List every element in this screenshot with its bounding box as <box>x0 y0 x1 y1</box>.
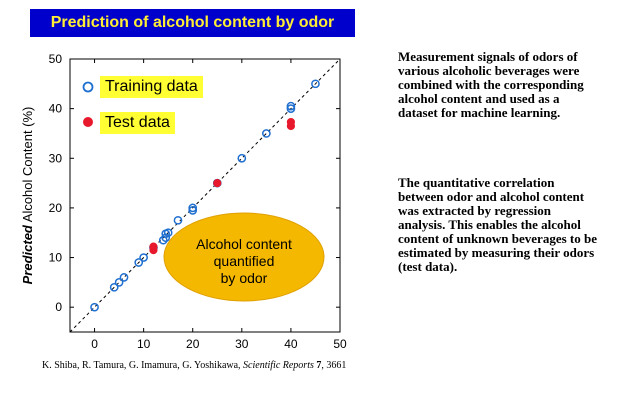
y-axis-label: Predicted Alcohol Content (%) <box>20 107 35 285</box>
ellipse-line-2: quantified <box>213 253 275 269</box>
x-tick-label: 0 <box>91 337 98 351</box>
ellipse-annotation: Alcohol content quantified by odor <box>172 236 316 287</box>
training-point <box>237 153 247 163</box>
y-tick-label: 50 <box>49 52 63 66</box>
training-point <box>311 79 320 89</box>
legend-training-marker <box>82 81 94 93</box>
legend-training: Training data <box>100 76 203 98</box>
training-point <box>188 203 198 213</box>
identity-line <box>69 58 341 333</box>
training-point <box>262 129 271 138</box>
description-paragraph-1: Measurement signals of odors of various … <box>398 49 584 120</box>
annotation-ellipse <box>163 212 325 302</box>
x-tick-label: 50 <box>333 337 347 351</box>
scatter-chart: 0 0 10 10 20 20 30 30 40 40 50 50 Predicted Alcohol … <box>20 52 347 351</box>
x-tick-label: 30 <box>235 337 249 351</box>
x-tick-label: 40 <box>284 337 298 351</box>
citation: K. Shiba, R. Tamura, G. Imamura, G. Yosh… <box>42 360 346 371</box>
y-tick-label: 10 <box>49 251 63 265</box>
y-tick-label: 30 <box>49 151 63 165</box>
legend-test-marker <box>83 117 93 127</box>
training-point <box>173 215 183 225</box>
test-point <box>286 117 296 127</box>
training-point <box>134 258 144 267</box>
citation-volume: 7 <box>316 360 322 371</box>
training-point <box>286 104 296 113</box>
training-point <box>119 273 129 282</box>
x-tick-label: 20 <box>186 337 200 351</box>
y-tick-label: 0 <box>55 300 62 314</box>
training-point <box>139 253 148 262</box>
y-axis-label-bold: Predicted <box>20 224 35 284</box>
ellipse-line-3: by odor <box>220 270 268 286</box>
citation-pages: , 3661 <box>321 360 347 371</box>
legend-training-label: Training data <box>105 78 198 95</box>
legend-test: Test data <box>100 112 175 134</box>
x-tick-label: 10 <box>137 337 151 351</box>
training-point <box>90 302 99 312</box>
title-banner: Prediction of alcohol content by odor <box>30 9 355 37</box>
ellipse-line-1: Alcohol content <box>196 236 292 252</box>
citation-journal: Scientific Reports <box>243 360 314 371</box>
y-tick-label: 40 <box>49 102 63 116</box>
training-point <box>188 206 198 215</box>
training-point <box>161 233 171 243</box>
training-point <box>109 282 119 292</box>
title-text: Prediction of alcohol content by odor <box>50 14 335 31</box>
plot-frame <box>69 58 341 333</box>
training-point <box>161 229 171 239</box>
citation-authors: K. Shiba, R. Tamura, G. Imamura, G. Yosh… <box>42 360 244 371</box>
legend-test-label: Test data <box>105 114 170 131</box>
training-point <box>286 101 296 111</box>
description-paragraph-2: The quantitative correlation between odo… <box>398 175 597 274</box>
training-point <box>114 278 124 287</box>
test-point <box>213 178 222 188</box>
y-axis-label-rest: Alcohol Content (%) <box>20 107 35 226</box>
y-tick-label: 20 <box>49 201 63 215</box>
test-point <box>149 242 158 251</box>
